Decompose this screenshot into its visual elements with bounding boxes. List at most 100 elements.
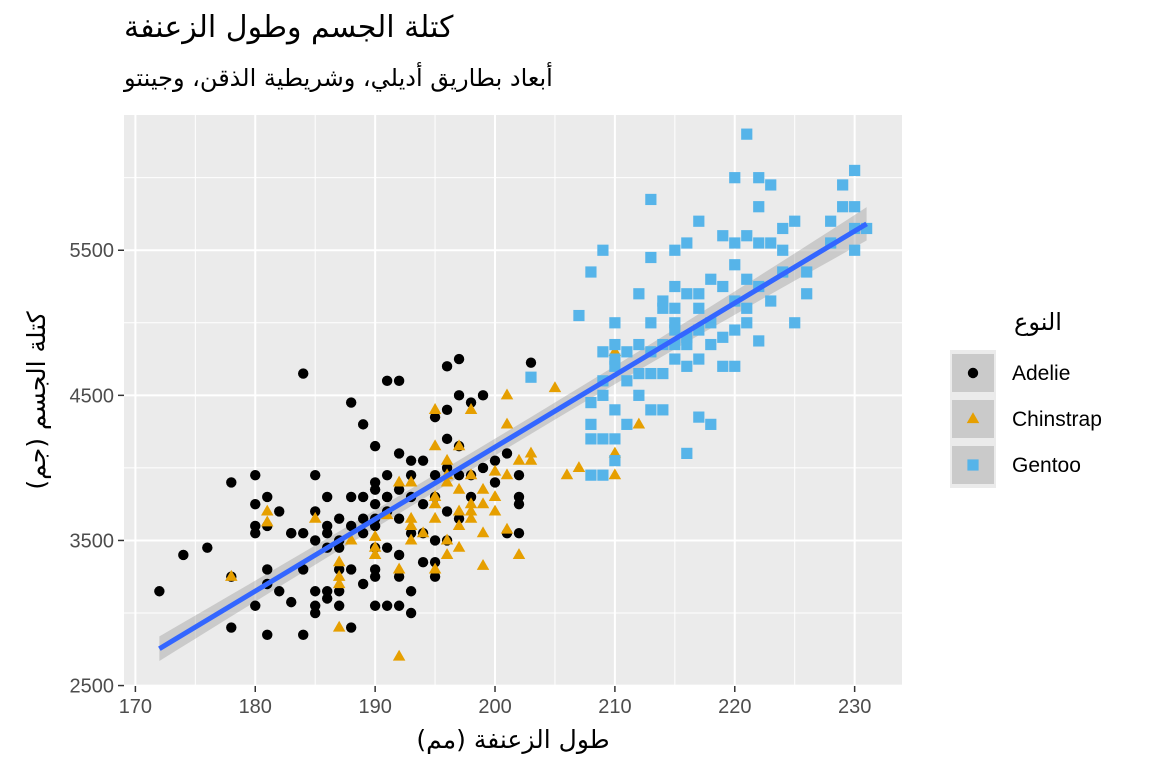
data-point-chinstrap (464, 497, 478, 509)
data-point-chinstrap (608, 446, 622, 458)
data-point-adelie (274, 586, 285, 597)
data-point-gentoo (849, 201, 861, 213)
data-point-gentoo (849, 244, 861, 256)
data-point-adelie (441, 462, 453, 474)
y-axis: 2500 3500 4500 5500 (70, 240, 124, 698)
data-point-adelie (369, 440, 381, 452)
data-point-adelie (525, 357, 537, 368)
grid-minor (124, 115, 902, 686)
data-point-adelie (178, 549, 189, 561)
data-point-gentoo (669, 244, 681, 256)
data-point-chinstrap (548, 381, 562, 393)
data-point-chinstrap (260, 504, 274, 516)
data-point-adelie (441, 433, 453, 445)
data-point-gentoo (765, 295, 777, 307)
data-point-chinstrap (368, 540, 382, 552)
data-point-chinstrap (452, 519, 466, 531)
data-point-chinstrap (560, 468, 574, 480)
data-point-adelie (429, 557, 441, 568)
data-point-gentoo (741, 230, 753, 242)
chart-title: كتلة الجسم وطول الزعنفة (124, 10, 454, 45)
data-point-gentoo (669, 280, 681, 293)
data-point-adelie (441, 404, 453, 416)
legend-key-adelie (967, 367, 979, 379)
data-point-gentoo (717, 331, 729, 343)
data-point-adelie (513, 469, 525, 481)
data-point-chinstrap (440, 548, 454, 560)
data-point-adelie (321, 520, 333, 532)
data-point-adelie (345, 491, 357, 503)
x-tick-label: 170 (119, 696, 152, 718)
data-point-adelie (429, 535, 441, 546)
data-point-adelie (453, 353, 465, 365)
data-point-chinstrap (632, 417, 646, 429)
data-point-chinstrap (392, 562, 406, 574)
data-point-adelie (453, 390, 465, 401)
legend-label-chinstrap: Chinstrap (1012, 408, 1102, 431)
data-point-gentoo (681, 447, 693, 459)
data-point-adelie (286, 528, 297, 539)
data-point-adelie (298, 528, 309, 539)
data-point-adelie (274, 506, 285, 517)
data-point-adelie (310, 607, 321, 619)
data-point-gentoo (765, 237, 777, 249)
data-point-adelie (429, 411, 441, 423)
data-point-chinstrap (260, 515, 274, 527)
data-point-adelie (465, 397, 477, 408)
data-point-adelie (417, 498, 429, 510)
data-point-adelie (513, 528, 525, 539)
data-point-gentoo (633, 389, 645, 401)
data-point-adelie (154, 586, 165, 597)
data-point-adelie (369, 498, 381, 510)
data-point-gentoo (717, 360, 729, 372)
data-point-gentoo (657, 302, 669, 314)
data-point-gentoo (633, 288, 645, 300)
data-point-chinstrap (464, 468, 478, 480)
data-point-adelie (345, 622, 357, 633)
data-point-adelie (298, 368, 309, 379)
data-point-adelie (226, 477, 237, 488)
data-point-adelie (369, 600, 381, 611)
data-point-gentoo (609, 360, 621, 372)
data-point-gentoo (693, 302, 705, 314)
data-point-gentoo (741, 302, 753, 314)
data-point-adelie (393, 375, 405, 387)
data-point-adelie (381, 600, 393, 611)
data-point-gentoo (585, 266, 597, 278)
data-point-chinstrap (452, 482, 466, 494)
data-point-chinstrap (524, 446, 538, 458)
data-point-gentoo (681, 360, 693, 372)
data-point-gentoo (729, 259, 741, 271)
x-tick-label: 190 (358, 696, 391, 718)
data-point-adelie (417, 455, 429, 466)
data-point-chinstrap (392, 475, 406, 487)
data-point-adelie (489, 455, 501, 466)
data-point-gentoo (585, 433, 597, 445)
data-point-gentoo (729, 360, 741, 372)
data-point-adelie (489, 477, 501, 488)
data-point-adelie (262, 629, 273, 640)
y-tick-label: 4500 (70, 385, 115, 407)
data-point-chinstrap (344, 533, 358, 545)
x-tick-label: 230 (838, 696, 871, 718)
data-point-chinstrap (500, 388, 514, 400)
data-point-gentoo (597, 244, 609, 256)
data-point-adelie (321, 491, 333, 503)
data-point-chinstrap (512, 548, 526, 560)
data-point-gentoo (645, 404, 657, 416)
data-point-adelie (477, 462, 489, 474)
data-point-gentoo (753, 201, 765, 213)
data-point-gentoo (609, 317, 621, 329)
trend-line-path (158, 221, 868, 651)
data-point-adelie (441, 361, 453, 372)
data-point-gentoo (765, 179, 777, 191)
data-point-adelie (513, 498, 525, 510)
data-point-gentoo (825, 215, 837, 227)
data-point-chinstrap (368, 548, 382, 560)
data-point-gentoo (609, 455, 621, 467)
data-point-gentoo (777, 244, 789, 256)
data-point-adelie (441, 506, 453, 517)
data-point-chinstrap (308, 511, 322, 523)
data-point-gentoo (681, 288, 693, 300)
